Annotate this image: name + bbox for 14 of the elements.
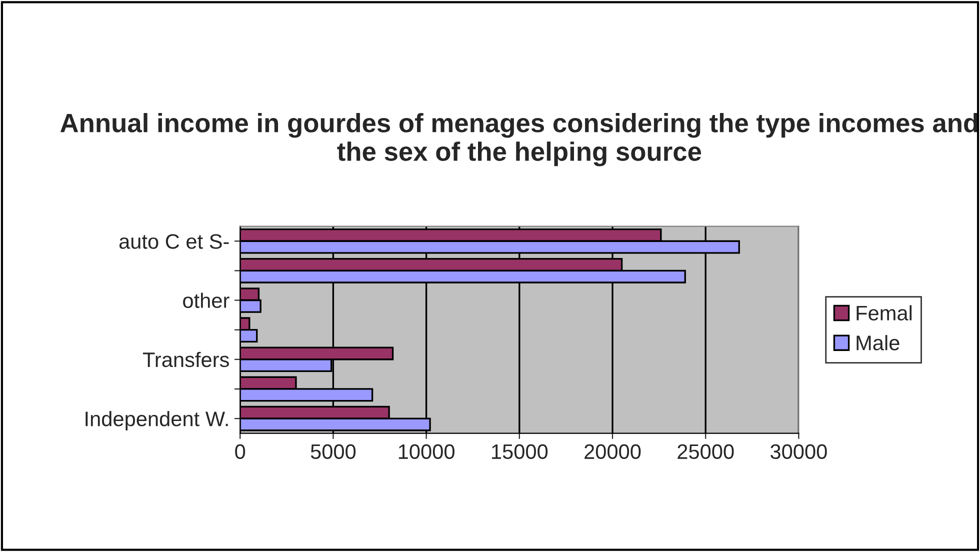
y-tick-label: auto C et S- [119, 234, 229, 249]
y-tick-label: other [183, 292, 230, 308]
x-tick-label: 10000 [398, 444, 454, 460]
x-tick-label: 15000 [492, 444, 548, 460]
legend-label: Femal [856, 305, 912, 320]
chart-title: Annual income in gourdes of menages considering the type incomes and the sex of the helping source [60, 113, 978, 166]
x-tick-label: 25000 [678, 444, 734, 460]
x-tick-label: 5000 [310, 444, 356, 460]
y-tick-label: Independent W. [86, 410, 228, 430]
x-tick-label: 30000 [770, 444, 827, 460]
y-tick-label: Transfers [142, 352, 229, 368]
x-tick-label: 20000 [584, 444, 641, 460]
x-tick-label: 0 [235, 444, 246, 460]
legend-label: Male [856, 335, 900, 350]
